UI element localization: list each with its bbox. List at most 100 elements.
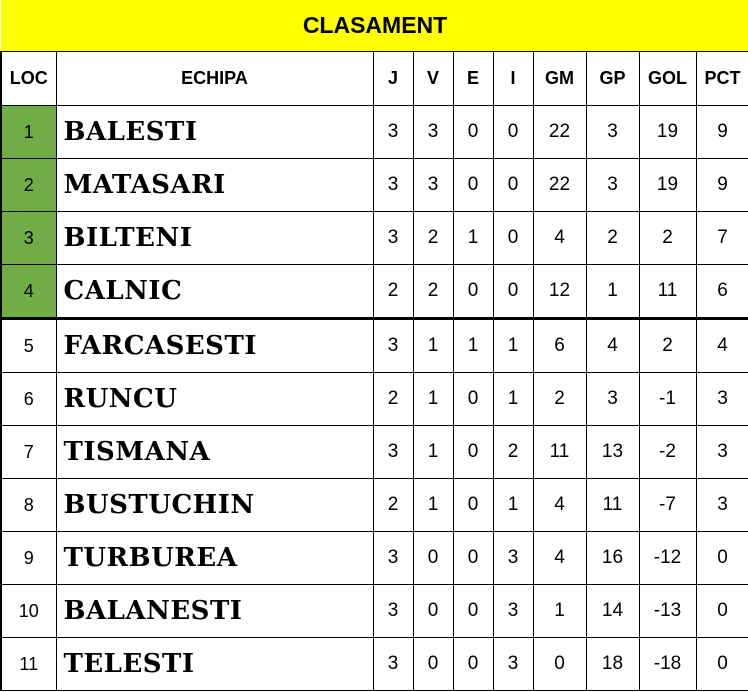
- stat-cell-gm: 22: [532, 105, 587, 159]
- table-row: 10 BALANESTI 3 0 0 3 1 14 -13 0: [0, 584, 748, 638]
- team-name-cell: TISMANA: [55, 425, 374, 479]
- column-header-gol: GOL: [638, 51, 697, 106]
- stat-cell-v: 1: [412, 478, 454, 532]
- rank-cell: 9: [0, 531, 57, 585]
- table-row: 1 BALESTI 3 3 0 0 22 3 19 9: [0, 105, 748, 159]
- table-title: CLASAMENT: [1, 0, 748, 52]
- stat-cell-gol: 2: [638, 211, 697, 265]
- rank-cell: 5: [0, 318, 57, 373]
- team-name-cell: BALESTI: [55, 105, 374, 159]
- stat-cell-pct: 0: [695, 584, 748, 638]
- stat-cell-pct: 6: [695, 264, 748, 320]
- stat-cell-v: 2: [412, 264, 454, 320]
- stat-cell-gm: 6: [532, 318, 587, 373]
- stat-cell-i: 1: [492, 318, 534, 373]
- stat-cell-gp: 2: [585, 211, 640, 265]
- stat-cell-i: 0: [492, 211, 534, 265]
- stat-cell-gp: 1: [585, 264, 640, 320]
- stat-cell-gp: 4: [585, 318, 640, 373]
- stat-cell-e: 0: [452, 372, 494, 426]
- rank-cell: 10: [0, 584, 57, 638]
- stat-cell-pct: 9: [695, 105, 748, 159]
- stat-cell-gp: 11: [585, 478, 640, 532]
- stat-cell-v: 1: [412, 372, 454, 426]
- table-row: 7 TISMANA 3 1 0 2 11 13 -2 3: [0, 425, 748, 479]
- stat-cell-e: 0: [452, 105, 494, 159]
- column-header-i: I: [492, 51, 534, 106]
- stat-cell-pct: 0: [695, 637, 748, 691]
- stat-cell-gol: -18: [638, 637, 697, 691]
- stat-cell-j: 3: [372, 531, 414, 585]
- team-name-cell: TELESTI: [55, 637, 374, 691]
- team-name-cell: BILTENI: [55, 211, 374, 265]
- stat-cell-j: 2: [372, 264, 414, 320]
- stat-cell-v: 2: [412, 211, 454, 265]
- stat-cell-e: 1: [452, 211, 494, 265]
- table-row: 3 BILTENI 3 2 1 0 4 2 2 7: [0, 211, 748, 265]
- stat-cell-e: 0: [452, 158, 494, 212]
- stat-cell-e: 0: [452, 478, 494, 532]
- rank-cell: 11: [0, 637, 57, 691]
- stat-cell-i: 3: [492, 531, 534, 585]
- stat-cell-gm: 1: [532, 584, 587, 638]
- stat-cell-i: 1: [492, 478, 534, 532]
- column-header-j: J: [372, 51, 414, 106]
- stat-cell-pct: 7: [695, 211, 748, 265]
- rank-cell: 6: [0, 372, 57, 426]
- stat-cell-gol: -12: [638, 531, 697, 585]
- stat-cell-gm: 0: [532, 637, 587, 691]
- stat-cell-gol: 19: [638, 105, 697, 159]
- stat-cell-pct: 3: [695, 425, 748, 479]
- stat-cell-gol: -1: [638, 372, 697, 426]
- column-header-e: E: [452, 51, 494, 106]
- rank-cell: 3: [0, 211, 57, 265]
- stat-cell-pct: 0: [695, 531, 748, 585]
- stat-cell-i: 3: [492, 584, 534, 638]
- table-row: 9 TURBUREA 3 0 0 3 4 16 -12 0: [0, 531, 748, 585]
- stat-cell-e: 0: [452, 584, 494, 638]
- stat-cell-gm: 4: [532, 478, 587, 532]
- rank-cell: 2: [0, 158, 57, 212]
- table-row: 6 RUNCU 2 1 0 1 2 3 -1 3: [0, 372, 748, 426]
- stat-cell-e: 1: [452, 318, 494, 373]
- column-header-gm: GM: [532, 51, 587, 106]
- stat-cell-j: 3: [372, 637, 414, 691]
- column-header-echipa: ECHIPA: [55, 51, 374, 106]
- team-name-cell: BALANESTI: [55, 584, 374, 638]
- stat-cell-gp: 3: [585, 372, 640, 426]
- rank-cell: 4: [0, 264, 57, 320]
- column-header-loc: LOC: [0, 51, 57, 106]
- stat-cell-gol: -13: [638, 584, 697, 638]
- stat-cell-gp: 3: [585, 158, 640, 212]
- rank-cell: 7: [0, 425, 57, 479]
- stat-cell-j: 2: [372, 372, 414, 426]
- stat-cell-gol: -2: [638, 425, 697, 479]
- stat-cell-gm: 2: [532, 372, 587, 426]
- stat-cell-v: 3: [412, 158, 454, 212]
- team-name-cell: MATASARI: [55, 158, 374, 212]
- stat-cell-v: 1: [412, 425, 454, 479]
- stat-cell-i: 0: [492, 264, 534, 320]
- stat-cell-j: 3: [372, 584, 414, 638]
- team-name-cell: CALNIC: [55, 264, 374, 320]
- stat-cell-e: 0: [452, 637, 494, 691]
- rank-cell: 8: [0, 478, 57, 532]
- stat-cell-gm: 11: [532, 425, 587, 479]
- stat-cell-pct: 9: [695, 158, 748, 212]
- stat-cell-gol: 11: [638, 264, 697, 320]
- stat-cell-j: 2: [372, 478, 414, 532]
- stat-cell-gol: 2: [638, 318, 697, 373]
- stat-cell-j: 3: [372, 425, 414, 479]
- stat-cell-v: 0: [412, 531, 454, 585]
- team-name-cell: BUSTUCHIN: [55, 478, 374, 532]
- stat-cell-j: 3: [372, 211, 414, 265]
- stat-cell-gm: 22: [532, 158, 587, 212]
- table-row: 4 CALNIC 2 2 0 0 12 1 11 6: [0, 264, 748, 320]
- stat-cell-gp: 3: [585, 105, 640, 159]
- team-name-cell: RUNCU: [55, 372, 374, 426]
- stat-cell-gp: 14: [585, 584, 640, 638]
- stat-cell-v: 0: [412, 637, 454, 691]
- stat-cell-pct: 4: [695, 318, 748, 373]
- stat-cell-j: 3: [372, 105, 414, 159]
